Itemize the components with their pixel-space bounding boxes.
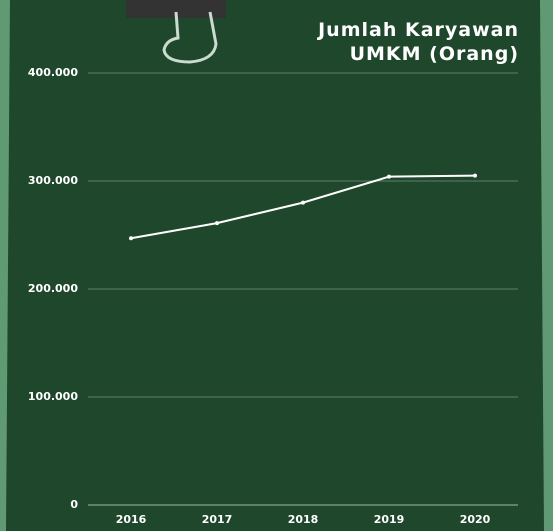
point — [387, 175, 391, 179]
x-tick-label: 2017 — [202, 513, 233, 526]
x-tick-label: 2020 — [460, 513, 491, 526]
chart-title: Jumlah Karyawan UMKM (Orang) — [259, 18, 519, 66]
point — [129, 236, 133, 240]
x-tick-label: 2019 — [374, 513, 405, 526]
point — [301, 201, 305, 205]
y-tick-label: 300.000 — [28, 174, 78, 187]
y-tick-label: 400.000 — [28, 66, 78, 79]
y-tick-label: 200.000 — [28, 282, 78, 295]
x-tick-label: 2016 — [116, 513, 147, 526]
point — [473, 174, 477, 178]
y-tick-label: 0 — [70, 498, 78, 511]
y-tick-label: 100.000 — [28, 390, 78, 403]
point — [215, 221, 219, 225]
chart: 0 100.000 200.000 300.000 400.000 2016 2017 201… — [0, 0, 553, 531]
x-tick-label: 2018 — [288, 513, 319, 526]
chart-panel — [6, 0, 544, 531]
page: 0 100.000 200.000 300.000 400.000 2016 2017 201… — [0, 0, 553, 531]
